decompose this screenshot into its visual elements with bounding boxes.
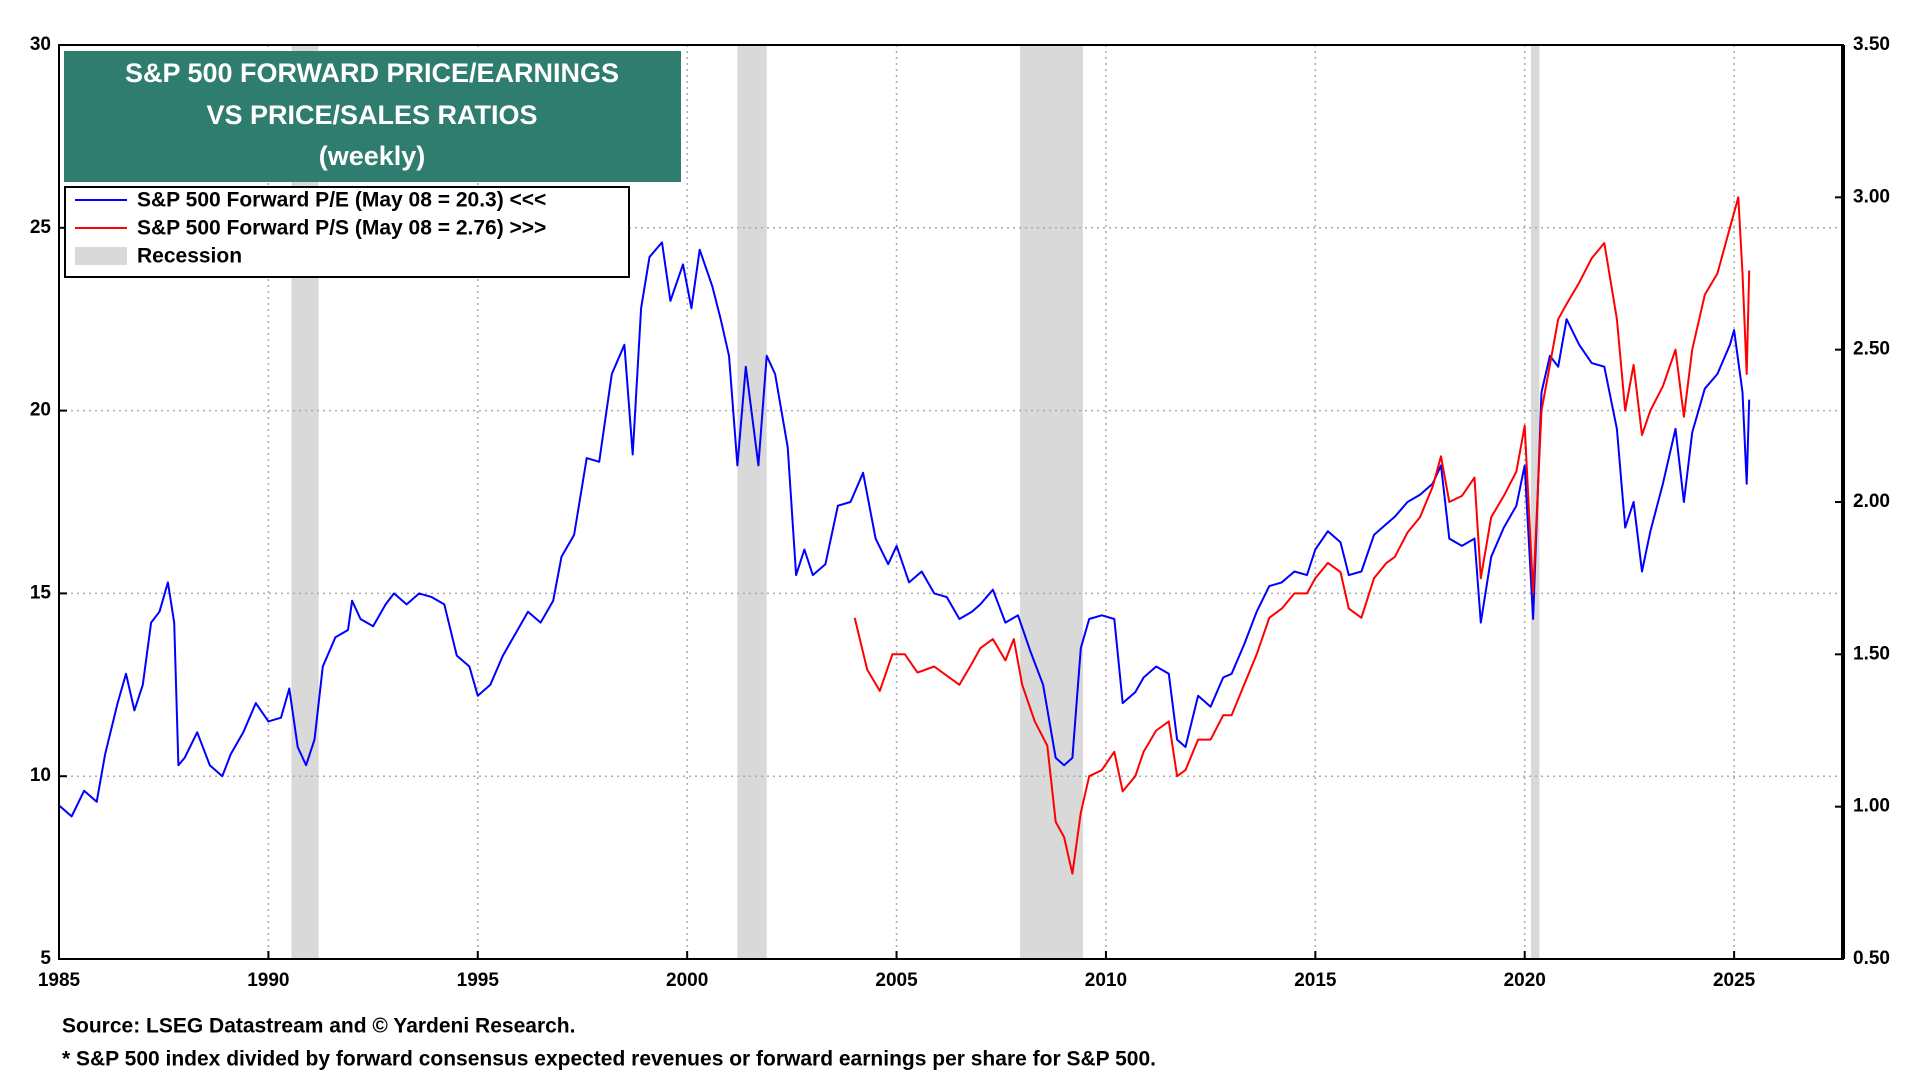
legend-swatch [75,247,127,265]
data-line [853,196,1751,875]
recession-band [737,45,767,959]
legend-label: Recession [137,245,242,268]
y-tick-label: 25 [30,217,52,238]
y-tick-label: 10 [30,765,51,786]
y2-tick-label: 2.50 [1853,339,1890,360]
legend-label: S&P 500 Forward P/S (May 08 = 2.76) >>> [137,217,546,240]
x-tick-label: 2025 [1713,970,1756,991]
y2-tick-label: 3.50 [1853,34,1890,55]
y-tick-label: 30 [30,34,51,55]
y2-tick-label: 3.00 [1853,186,1890,207]
x-tick-label: 2015 [1294,970,1337,991]
legend-box [64,186,630,278]
data-line [58,241,1751,818]
legend-label: S&P 500 Forward P/E (May 08 = 20.3) <<< [137,189,546,212]
y2-tick-label: 1.50 [1853,643,1890,664]
x-tick-label: 1990 [247,970,289,991]
source-note: Source: LSEG Datastream and © Yardeni Re… [62,1015,575,1038]
y2-tick-label: 1.00 [1853,796,1890,817]
x-tick-label: 1985 [38,970,81,991]
y-tick-label: 5 [40,948,51,969]
x-tick-label: 2020 [1504,970,1546,991]
y2-tick-label: 2.00 [1853,491,1890,512]
x-tick-label: 2010 [1085,970,1127,991]
recession-band [1020,45,1083,959]
y2-tick-label: 0.50 [1853,948,1890,969]
y-tick-label: 15 [30,582,52,603]
title-box [64,51,681,182]
y-tick-label: 20 [30,400,51,421]
chart-title: VS PRICE/SALES RATIOS [206,100,537,130]
x-tick-label: 1995 [457,970,500,991]
recession-band [291,45,319,959]
x-tick-label: 2000 [666,970,708,991]
footnote: * S&P 500 index divided by forward conse… [62,1048,1156,1071]
chart-title: S&P 500 FORWARD PRICE/EARNINGS [125,58,619,88]
chart-title: (weekly) [319,141,426,171]
legend: S&P 500 Forward P/E (May 08 = 20.3) <<< S… [64,186,630,278]
x-tick-label: 2005 [875,970,918,991]
recession-band [1531,45,1540,959]
